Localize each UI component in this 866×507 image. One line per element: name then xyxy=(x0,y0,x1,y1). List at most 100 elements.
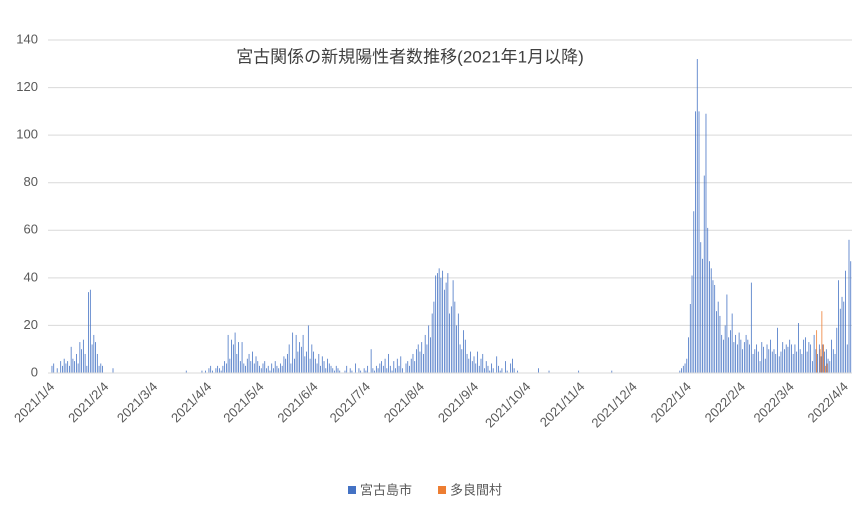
y-tick-label: 120 xyxy=(16,79,38,94)
bar xyxy=(806,351,808,373)
bar xyxy=(459,344,461,373)
bar xyxy=(185,370,187,373)
bar xyxy=(309,358,311,373)
bar xyxy=(363,368,365,373)
bar xyxy=(355,363,356,373)
bar xyxy=(845,270,846,373)
x-tick-label: 2021/7/4 xyxy=(327,379,373,425)
bar xyxy=(761,342,763,373)
bar xyxy=(506,370,508,373)
bar xyxy=(785,344,787,373)
bar xyxy=(428,325,430,373)
bar xyxy=(826,363,828,373)
bar xyxy=(813,334,815,373)
bar xyxy=(831,339,832,373)
bar xyxy=(372,368,374,373)
x-tick-label: 2022/3/4 xyxy=(751,379,797,425)
bar xyxy=(728,337,730,373)
bar xyxy=(267,365,269,373)
bar xyxy=(719,315,721,373)
bar xyxy=(707,227,709,373)
bar xyxy=(292,332,294,373)
bar xyxy=(255,356,257,373)
bar xyxy=(792,353,794,373)
bar xyxy=(381,361,382,373)
bar xyxy=(684,363,686,373)
x-tick-label: 2021/10/4 xyxy=(482,379,534,431)
bar xyxy=(416,349,417,373)
bar xyxy=(205,370,206,373)
bar xyxy=(280,363,281,373)
bar xyxy=(710,268,712,373)
bar xyxy=(700,242,702,373)
bar xyxy=(377,368,379,373)
bar xyxy=(817,353,818,373)
bar xyxy=(262,363,264,373)
bar xyxy=(56,368,58,373)
bar xyxy=(834,353,836,373)
bar xyxy=(112,368,114,373)
bar xyxy=(417,344,419,373)
bar xyxy=(487,365,489,373)
bar xyxy=(386,368,388,373)
bar xyxy=(290,363,292,373)
y-tick-label: 80 xyxy=(24,174,38,189)
bar xyxy=(799,349,801,373)
bar xyxy=(466,353,468,373)
bar xyxy=(304,356,306,373)
bar xyxy=(463,330,464,373)
bar xyxy=(475,363,477,373)
bar xyxy=(548,370,550,373)
bar xyxy=(791,344,792,373)
x-tick-label: 2021/1/4 xyxy=(11,379,57,425)
bar xyxy=(278,368,280,373)
bar xyxy=(389,365,391,373)
bar xyxy=(784,349,785,373)
y-tick-label: 40 xyxy=(24,269,38,284)
bar xyxy=(819,349,821,373)
bar xyxy=(227,334,229,373)
bar xyxy=(330,365,332,373)
bar xyxy=(246,358,248,373)
bar xyxy=(259,365,260,373)
bar xyxy=(702,258,703,373)
bar xyxy=(266,368,267,373)
bar xyxy=(846,344,848,373)
bar xyxy=(771,351,773,373)
bar xyxy=(431,313,433,373)
bar xyxy=(705,113,707,373)
bar xyxy=(374,370,376,373)
bar xyxy=(803,339,805,373)
bar xyxy=(745,334,747,373)
bar xyxy=(759,361,761,373)
bar xyxy=(421,342,423,373)
bar xyxy=(821,311,823,373)
bar xyxy=(225,363,227,373)
bar xyxy=(393,361,395,373)
bar xyxy=(316,363,318,373)
bar xyxy=(742,349,743,373)
bar xyxy=(464,339,466,373)
bar xyxy=(827,358,829,373)
x-tick-label: 2021/2/4 xyxy=(65,379,111,425)
legend-swatch xyxy=(348,486,356,494)
bar xyxy=(689,304,691,373)
bar xyxy=(716,311,717,373)
bar xyxy=(498,365,499,373)
bar xyxy=(747,339,749,373)
bar xyxy=(89,289,91,373)
bar xyxy=(470,351,471,373)
bar xyxy=(60,361,62,373)
bar xyxy=(471,361,473,373)
bar xyxy=(682,365,684,373)
bar xyxy=(70,346,72,373)
bar xyxy=(679,370,681,373)
bar xyxy=(733,342,735,373)
bar xyxy=(367,365,369,373)
bar xyxy=(100,363,102,373)
bar xyxy=(450,306,452,373)
bar xyxy=(231,339,232,373)
bar xyxy=(778,356,780,373)
bar xyxy=(236,353,238,373)
bar xyxy=(271,363,273,373)
